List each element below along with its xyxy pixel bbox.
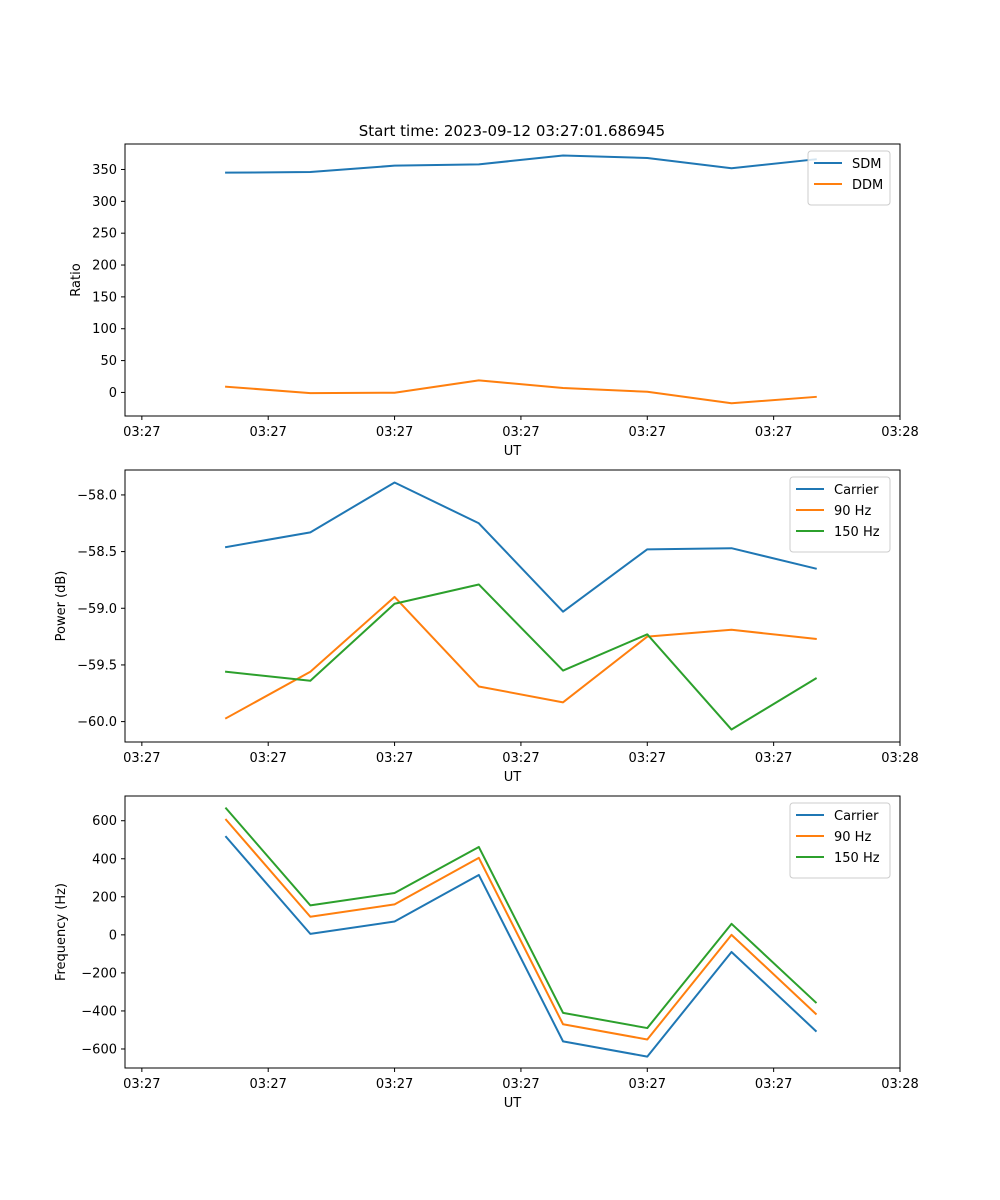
x-tick-label-2-6: 03:27 [755, 751, 792, 766]
axes-frame-2 [124, 469, 901, 743]
legend-1: SDM DDM [807, 150, 891, 206]
x-tick-label-3-7: 03:28 [881, 1077, 918, 1092]
x-tick-label-3-1: 03:27 [123, 1077, 160, 1092]
y-tick-label-1-4: 150 [92, 290, 117, 305]
legend-label-2-1: Carrier [834, 483, 879, 498]
y-axis-label-3: Frequency (Hz) [54, 883, 69, 981]
legend-box-3 [789, 802, 891, 879]
y-tick-label-2-1: −60.0 [77, 715, 117, 730]
x-tick-label-1-4: 03:27 [502, 425, 539, 440]
y-tick-label-3-3: −200 [81, 966, 117, 981]
panel-3: 03:27 03:27 03:27 03:27 03:27 03:27 03:28 −600 −… [54, 795, 919, 1111]
legend-label-1-1: SDM [852, 157, 881, 172]
x-tick-label-3-6: 03:27 [755, 1077, 792, 1092]
x-axis-label-2: UT [504, 770, 522, 785]
x-tick-label-2-1: 03:27 [123, 751, 160, 766]
y-tick-label-1-8: 350 [92, 163, 117, 178]
legend-box-2 [789, 476, 891, 553]
x-tick-label-1-1: 03:27 [123, 425, 160, 440]
legend-2: Carrier 90 Hz 150 Hz [789, 476, 891, 553]
x-tick-label-1-5: 03:27 [629, 425, 666, 440]
panels: 03:27 03:27 03:27 03:27 03:27 03:27 03:28 0 50 10… [54, 143, 919, 1111]
x-tick-label-3-4: 03:27 [502, 1077, 539, 1092]
x-tick-label-2-4: 03:27 [502, 751, 539, 766]
x-tick-label-1-3: 03:27 [376, 425, 413, 440]
y-tick-label-1-3: 100 [92, 322, 117, 337]
x-tick-label-2-7: 03:28 [881, 751, 918, 766]
x-tick-label-1-2: 03:27 [249, 425, 286, 440]
y-tick-label-3-4: 0 [109, 928, 117, 943]
figure-title: Start time: 2023-09-12 03:27:01.686945 [359, 122, 665, 140]
y-tick-label-3-5: 200 [92, 890, 117, 905]
y-axis-label-1: Ratio [69, 263, 84, 296]
series-line-2-1 [224, 481, 817, 613]
panel-1: 03:27 03:27 03:27 03:27 03:27 03:27 03:28 0 50 10… [69, 143, 919, 459]
y-tick-label-2-4: −58.5 [77, 545, 117, 560]
series-line-3-2 [224, 818, 818, 1041]
y-axis-label-2: Power (dB) [54, 571, 69, 642]
series-line-1-1 [225, 154, 817, 174]
x-tick-label-2-5: 03:27 [629, 751, 666, 766]
y-tick-label-2-3: −59.0 [77, 602, 117, 617]
series-line-2-3 [224, 583, 818, 731]
y-tick-label-1-2: 50 [100, 354, 117, 369]
series-line-3-3 [224, 806, 818, 1030]
x-tick-label-3-2: 03:27 [249, 1077, 286, 1092]
x-tick-label-1-6: 03:27 [755, 425, 792, 440]
x-tick-label-2-2: 03:27 [249, 751, 286, 766]
series-line-2-2 [224, 595, 817, 720]
y-tick-label-3-7: 600 [92, 814, 117, 829]
legend-box-1 [807, 150, 891, 206]
x-tick-label-1-7: 03:28 [881, 425, 918, 440]
legend-label-2-2: 90 Hz [834, 504, 871, 519]
y-tick-label-2-5: −58.0 [77, 488, 117, 503]
y-tick-label-1-7: 300 [92, 195, 117, 210]
legend-label-3-1: Carrier [834, 809, 879, 824]
x-tick-label-3-3: 03:27 [376, 1077, 413, 1092]
y-tick-label-3-2: −400 [81, 1004, 117, 1019]
y-tick-label-1-6: 250 [92, 227, 117, 242]
x-axis-label-1: UT [504, 444, 522, 459]
y-tick-label-2-2: −59.5 [77, 658, 117, 673]
y-tick-label-3-1: −600 [81, 1042, 117, 1057]
legend-label-2-3: 150 Hz [834, 525, 880, 540]
axes-frame-1 [124, 143, 901, 417]
legend-label-1-2: DDM [852, 178, 883, 193]
x-tick-label-2-3: 03:27 [376, 751, 413, 766]
y-tick-label-3-6: 400 [92, 852, 117, 867]
series-line-1-2 [225, 379, 817, 405]
y-tick-label-1-1: 0 [109, 386, 117, 401]
legend-label-3-2: 90 Hz [834, 830, 871, 845]
y-tick-label-1-5: 200 [92, 259, 117, 274]
series-line-3-1 [224, 835, 818, 1058]
legend-label-3-3: 150 Hz [834, 851, 880, 866]
panel-2: 03:27 03:27 03:27 03:27 03:27 03:27 03:28 −60.0… [54, 469, 919, 785]
legend-3: Carrier 90 Hz 150 Hz [789, 802, 891, 879]
x-tick-label-3-5: 03:27 [629, 1077, 666, 1092]
x-axis-label-3: UT [504, 1096, 522, 1111]
axes-frame-3 [124, 795, 901, 1069]
